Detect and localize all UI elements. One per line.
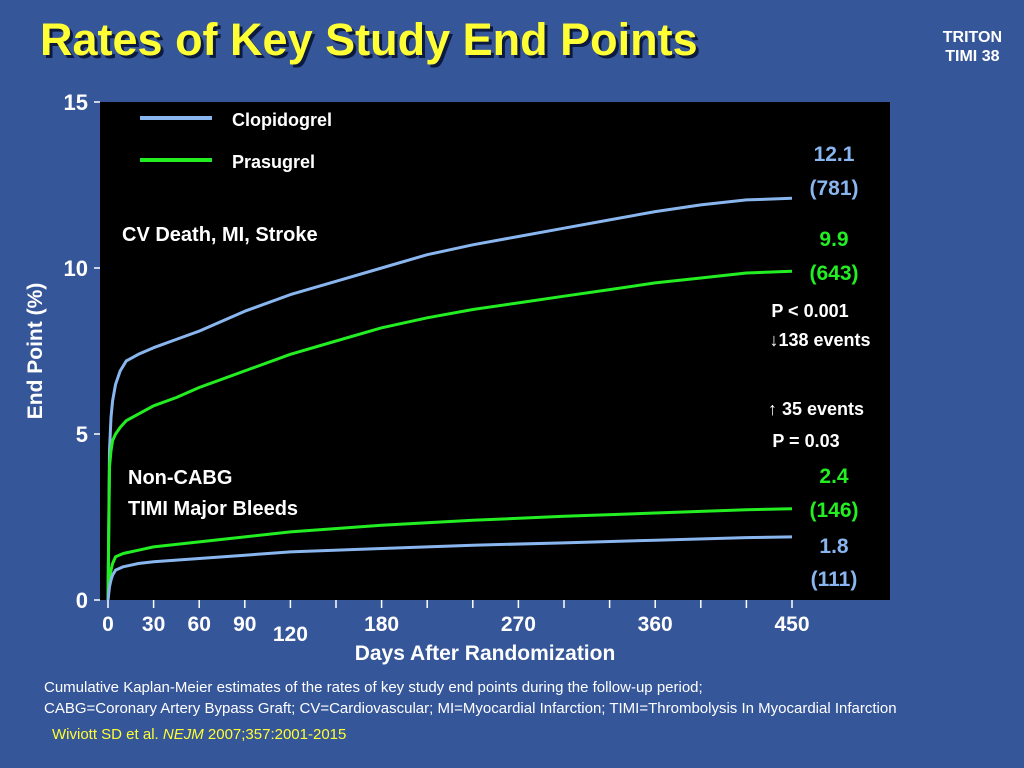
panel-label-cv-death: CV Death, MI, Stroke: [122, 224, 318, 246]
trial-badge-line-1: TRITON: [942, 29, 1002, 46]
end-events-prasugrel-2-4: (146): [809, 499, 858, 522]
y-tick-label-10: 10: [64, 256, 88, 281]
end-events-prasugrel-9-9: (643): [809, 262, 858, 285]
end-value-clopidogrel-12-1: 12.1: [814, 143, 855, 166]
trial-badge-line-2: TIMI 38: [945, 48, 1000, 65]
end-value-clopidogrel-1-8: 1.8: [819, 535, 849, 558]
x-tick-label-270: 270: [501, 613, 536, 636]
footnote: Cumulative Kaplan-Meier estimates of the…: [44, 677, 897, 719]
panel-label-bleeds-line-1: Non-CABG: [128, 467, 232, 489]
citation: Wiviott SD et al. NEJM 2007;357:2001-201…: [52, 726, 346, 743]
x-tick-label-0: 0: [102, 613, 114, 636]
footnote-line-1: Cumulative Kaplan-Meier estimates of the…: [44, 679, 703, 696]
citation-journal: NEJM: [162, 726, 204, 743]
x-tick-label-120: 120: [273, 623, 308, 646]
slide-title: Rates of Key Study End Points: [40, 14, 698, 65]
x-tick-label-360: 360: [638, 613, 673, 636]
annotation-events-bleeding: ↑ 35 events: [768, 399, 864, 419]
x-tick-label-60: 60: [188, 613, 211, 636]
y-tick-label-15: 15: [64, 90, 88, 115]
footnote-line-2: CABG=Coronary Artery Bypass Graft; CV=Ca…: [44, 700, 897, 717]
x-tick-label-30: 30: [142, 613, 165, 636]
plot-area: [100, 102, 890, 600]
series-clopidogrel-panel-2: [106, 535, 793, 601]
x-tick-label-180: 180: [364, 613, 399, 636]
annotation-p-value-efficacy: P < 0.001: [771, 301, 848, 321]
legend-label-prasugrel: Prasugrel: [232, 152, 315, 172]
panel-label-bleeds-line-2: TIMI Major Bleeds: [128, 498, 298, 520]
end-value-prasugrel-9-9: 9.9: [819, 228, 848, 251]
series-prasugrel-panel-2: [106, 507, 793, 601]
end-value-prasugrel-2-4: 2.4: [819, 465, 849, 488]
end-events-clopidogrel-1-8: (111): [811, 568, 858, 591]
x-tick-label-450: 450: [774, 613, 809, 636]
trial-badge: TRITON TIMI 38: [943, 28, 1002, 66]
series-clopidogrel-panel-1: [106, 196, 793, 601]
x-axis-title: Days After Randomization: [355, 642, 616, 665]
annotation-p-value-bleeding: P = 0.03: [772, 431, 839, 451]
annotation-events-efficacy: ↓138 events: [769, 330, 870, 350]
legend-label-clopidogrel: Clopidogrel: [232, 110, 332, 130]
y-tick-label-5: 5: [76, 422, 88, 447]
series-prasugrel-panel-1: [106, 269, 793, 601]
y-axis-title: End Point (%): [24, 283, 47, 419]
x-tick-label-90: 90: [233, 613, 256, 636]
citation-details: 2007;357:2001-2015: [207, 726, 347, 743]
end-events-clopidogrel-12-1: (781): [809, 177, 858, 200]
citation-authors: Wiviott SD et al.: [52, 726, 159, 743]
y-tick-label-0: 0: [76, 588, 88, 613]
